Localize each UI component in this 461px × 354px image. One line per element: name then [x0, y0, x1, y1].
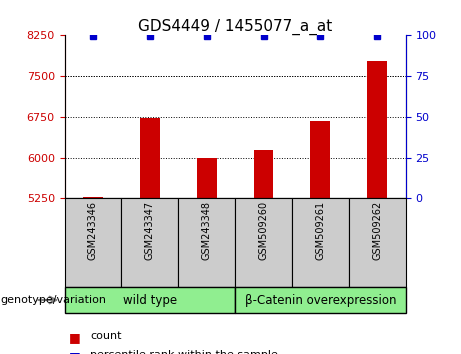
Bar — [140, 118, 160, 198]
Text: GSM243348: GSM243348 — [201, 201, 212, 260]
Bar — [178, 198, 235, 287]
Bar — [65, 287, 235, 313]
Text: GSM509261: GSM509261 — [315, 201, 325, 260]
Bar — [235, 198, 292, 287]
Bar — [197, 158, 217, 198]
Text: GSM509262: GSM509262 — [372, 201, 382, 260]
Bar — [292, 198, 349, 287]
Bar — [367, 61, 387, 198]
Bar — [254, 150, 273, 198]
Bar — [121, 198, 178, 287]
Bar — [235, 287, 406, 313]
Bar — [83, 197, 103, 198]
Text: GSM243346: GSM243346 — [88, 201, 98, 260]
Bar — [310, 121, 331, 198]
Text: GSM243347: GSM243347 — [145, 201, 155, 260]
Bar — [65, 198, 121, 287]
Text: percentile rank within the sample: percentile rank within the sample — [90, 350, 278, 354]
Text: wild type: wild type — [123, 293, 177, 307]
Text: β-Catenin overexpression: β-Catenin overexpression — [245, 293, 396, 307]
Text: ■: ■ — [69, 331, 81, 344]
Bar — [349, 198, 406, 287]
Text: ■: ■ — [69, 350, 81, 354]
Title: GDS4449 / 1455077_a_at: GDS4449 / 1455077_a_at — [138, 19, 332, 35]
Text: GSM509260: GSM509260 — [259, 201, 269, 260]
Text: genotype/variation: genotype/variation — [0, 295, 106, 305]
Text: count: count — [90, 331, 121, 341]
